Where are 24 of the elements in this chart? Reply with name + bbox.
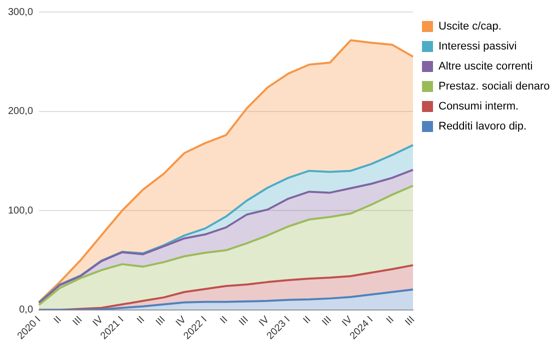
x-tick-label: III (154, 314, 168, 328)
x-tick-label: II (52, 314, 64, 326)
x-tick-label: III (70, 314, 85, 328)
legend-label: Altre uscite correnti (438, 60, 533, 73)
legend-label: Prestaz. sociali denaro (438, 80, 550, 93)
legend-label: Interessi passivi (438, 40, 517, 53)
x-tick-label: III (403, 314, 418, 328)
y-tick-label: 100,0 (8, 205, 34, 216)
legend-label: Redditi lavoro dip. (438, 120, 527, 133)
x-tick-label: III (237, 314, 251, 328)
x-tick-label: II (301, 314, 314, 326)
x-tick-label: IV (257, 314, 272, 329)
x-tick-label: II (135, 314, 147, 326)
y-tick-label: 0,0 (19, 304, 34, 316)
x-tick-label: III (320, 314, 334, 328)
x-tick-label: IV (174, 314, 189, 329)
x-tick-label: IV (90, 314, 106, 329)
legend-label: Uscite c/cap. (438, 20, 502, 33)
y-tick-label: 300,0 (8, 6, 34, 18)
legend-label: Consumi interm. (438, 100, 519, 113)
x-tick-label: II (384, 314, 396, 326)
x-tick-label: IV (340, 314, 355, 329)
x-tick-label: II (218, 314, 230, 326)
y-tick-label: 200,0 (8, 106, 34, 118)
